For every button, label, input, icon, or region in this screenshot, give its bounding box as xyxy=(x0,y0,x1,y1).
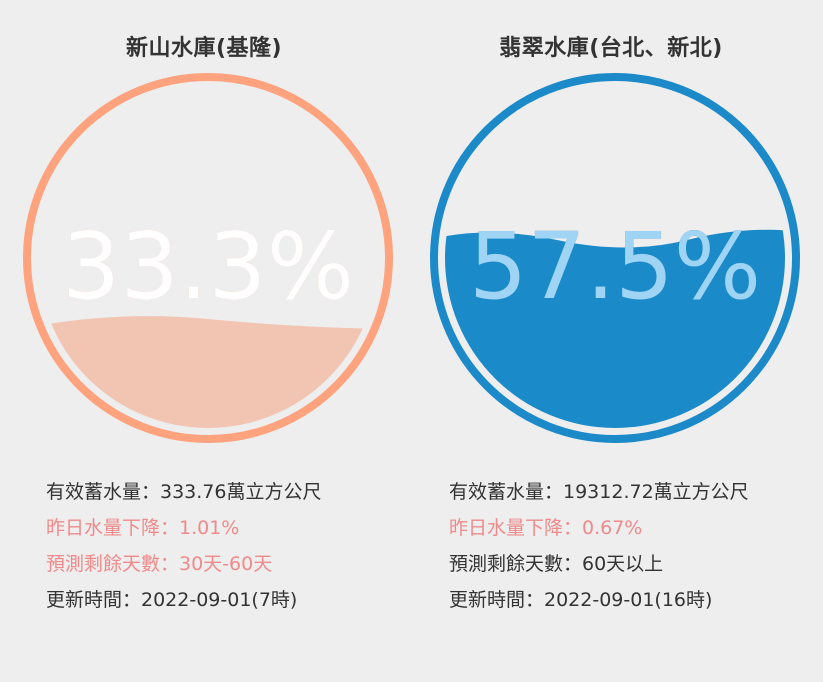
percent-label-outside: 33.3% xyxy=(62,213,354,320)
reservoir-card-feitsui: 翡翠水庫(台北、新北) 57.5% 57.5% 有效蓄水量：19312.72萬立… xyxy=(411,0,811,682)
reservoir-info: 有效蓄水量：333.76萬立方公尺 昨日水量下降：1.01% 預測剩餘天數：30… xyxy=(46,474,396,618)
reservoir-title: 新山水庫(基隆) xyxy=(125,36,283,61)
percent-label-inside: 33.3% xyxy=(62,213,354,320)
daily-change-text: 昨日水量下降：0.67% xyxy=(449,517,643,539)
water-level-gauge: 57.5% 57.5% xyxy=(427,70,803,446)
reservoir-info: 有效蓄水量：19312.72萬立方公尺 昨日水量下降：0.67% 預測剩餘天數：… xyxy=(449,474,799,618)
percent-label-inside: 57.5% xyxy=(469,213,761,320)
water-level-gauge: 33.3% 33.3% xyxy=(20,70,396,446)
reservoir-title: 翡翠水庫(台北、新北) xyxy=(499,36,723,61)
storage-text: 有效蓄水量：19312.72萬立方公尺 xyxy=(449,481,749,503)
water-fill xyxy=(445,229,785,428)
daily-change-text: 昨日水量下降：1.01% xyxy=(46,517,240,539)
updated-time-text: 更新時間：2022-09-01(16時) xyxy=(449,589,713,611)
days-left-text: 預測剩餘天數：60天以上 xyxy=(449,553,664,575)
gauge-ring xyxy=(23,73,393,443)
reservoir-card-xinshan: 新山水庫(基隆) 33.3% 33.3% 有效蓄水量：333.76萬立方公尺 昨… xyxy=(4,0,404,682)
gauge-ring xyxy=(430,73,800,443)
days-left-text: 預測剩餘天數：30天-60天 xyxy=(46,553,273,575)
storage-text: 有效蓄水量：333.76萬立方公尺 xyxy=(46,481,322,503)
updated-time-text: 更新時間：2022-09-01(7時) xyxy=(46,589,298,611)
